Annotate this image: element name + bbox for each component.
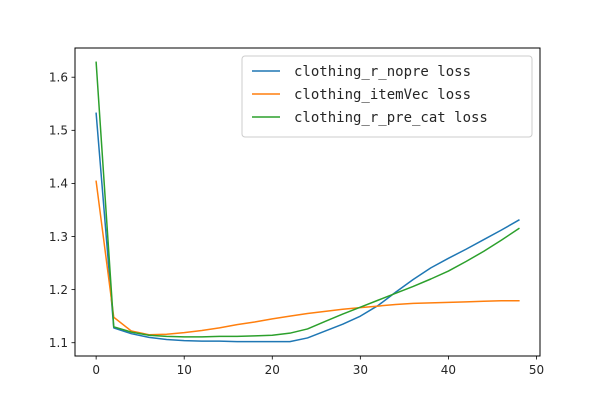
legend: clothing_r_nopre loss clothing_itemVec lo… [241,55,533,138]
x-tick-label: 0 [92,363,100,377]
x-axis: 0 10 20 30 40 50 [92,356,544,377]
series-line-2 [95,180,520,336]
y-tick-label: 1.4 [49,177,68,191]
x-tick-label: 20 [265,363,280,377]
x-tick-label: 10 [177,363,192,377]
series-line-1 [95,112,520,343]
series-layer [95,61,520,343]
x-tick-label: 40 [441,363,456,377]
legend-label-3: clothing_r_pre_cat loss [294,110,488,126]
y-tick-label: 1.1 [49,336,68,350]
x-tick-label: 50 [529,363,544,377]
plot-frame [74,47,541,357]
y-tick-label: 1.2 [49,283,68,297]
y-axis: 1.1 1.2 1.3 1.4 1.5 1.6 [49,71,75,350]
y-tick-label: 1.3 [49,230,68,244]
x-tick-label: 30 [353,363,368,377]
legend-label-1: clothing_r_nopre loss [294,64,471,80]
y-tick-label: 1.5 [49,124,68,138]
series-line-3 [95,61,520,338]
legend-label-2: clothing_itemVec loss [294,87,471,103]
y-tick-label: 1.6 [49,71,68,85]
legend-box [241,55,533,138]
